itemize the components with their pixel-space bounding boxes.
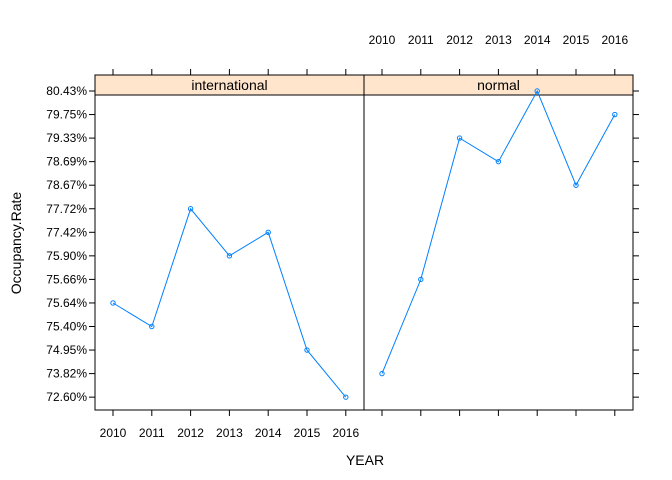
y-tick-label: 72.60% [46,390,87,404]
strip-label-normal: normal [477,77,520,93]
point-normal-2015 [573,182,579,188]
x-tick-label-bottom: 2011 [139,426,165,440]
point-international-2016 [343,394,349,400]
strip-label-international: international [191,77,267,93]
y-tick-label: 77.72% [46,202,87,216]
x-tick-label-bottom: 2012 [177,426,204,440]
point-normal-2010 [379,370,385,377]
point-international-2010 [110,300,116,306]
x-axis-top: 2010 2011 2012 2013 2014 2015 2016 [112,33,628,75]
x-tick-label-bottom: 2015 [294,426,321,440]
point-normal-2016 [612,111,618,118]
point-international-2011 [149,323,155,330]
x-tick-label-top: 2010 [369,33,396,47]
y-axis-title: Occupancy.Rate [8,192,24,295]
y-tick-label: 74.95% [46,343,87,357]
point-international-2014 [265,229,271,236]
x-axis-title: YEAR [346,452,384,468]
y-tick-label: 78.69% [46,155,87,169]
plot-frame-normal [363,94,634,411]
x-tick-label-bottom: 2010 [100,426,127,440]
y-tick-label: 75.66% [46,272,87,286]
y-tick-label: 78.67% [46,178,87,192]
x-tick-label-top: 2015 [563,33,590,47]
series-line-normal [381,89,616,374]
point-international-2012 [187,206,194,212]
y-tick-label: 79.33% [46,131,87,145]
y-tick-label: 75.40% [46,320,87,334]
x-tick-label-bottom: 2014 [255,426,282,440]
point-normal-2012 [456,135,463,141]
x-tick-label-bottom: 2016 [332,426,359,440]
x-tick-label-top: 2014 [524,33,551,47]
y-tick-label: 80.43% [46,84,87,98]
point-normal-2013 [495,158,502,165]
y-tick-label: 75.64% [46,296,87,310]
point-international-2015 [304,347,310,353]
x-tick-label-top: 2013 [485,33,512,47]
point-international-2013 [226,253,233,259]
x-axis-bottom: 2010 2011 2012 2013 2014 2015 2016 [100,410,616,440]
x-tick-label-top: 2012 [446,33,473,47]
panel-international: international [94,74,365,411]
plot-frame-international [94,94,365,411]
x-tick-label-top: 2016 [601,33,628,47]
point-normal-2014 [534,88,540,94]
y-tick-label: 73.82% [46,367,87,381]
y-tick-label: 77.42% [46,225,87,239]
x-tick-label-top: 2011 [408,33,434,47]
panels-layer: international normal [94,74,634,411]
point-normal-2011 [418,276,424,283]
panel-normal: normal [363,74,634,411]
y-tick-label: 75.90% [46,249,87,263]
series-line-international [112,207,347,398]
x-tick-label-bottom: 2013 [216,426,243,440]
y-axis: 72.60% 73.82% 74.95% 75.40% 75.64% 75.66% 75.9… [46,84,639,404]
y-tick-label: 79.75% [46,108,87,122]
